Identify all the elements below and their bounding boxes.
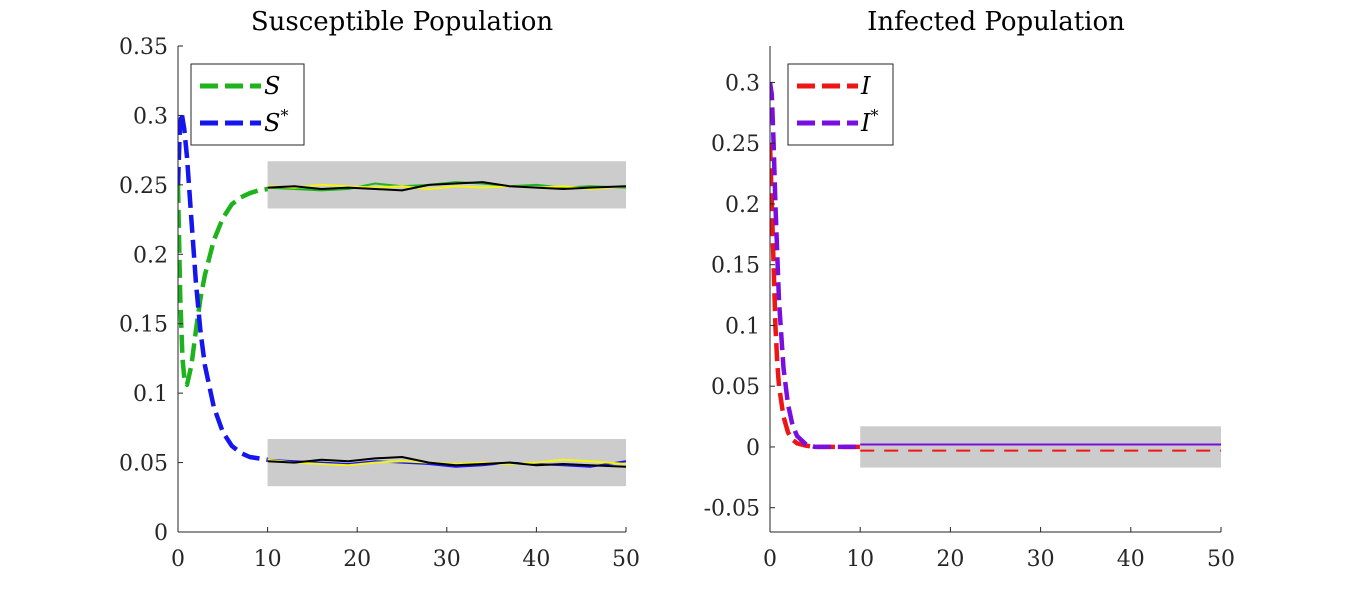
series-line bbox=[178, 184, 268, 388]
legend: SS* bbox=[190, 63, 305, 146]
series-line bbox=[267, 183, 626, 190]
y-tick-label: 0.3 bbox=[725, 71, 760, 96]
plot-area bbox=[178, 110, 626, 487]
y-tick-label: 0.15 bbox=[711, 254, 760, 279]
y-tick-label: 0.15 bbox=[119, 313, 168, 338]
series-line bbox=[178, 110, 268, 463]
x-tick-label: 30 bbox=[1027, 547, 1055, 572]
x-tick-label: 20 bbox=[343, 547, 371, 572]
series-line bbox=[770, 143, 861, 450]
plot-area bbox=[770, 82, 1221, 468]
x-tick-label: 0 bbox=[763, 547, 777, 572]
legend-label: I bbox=[860, 72, 871, 100]
y-tick-label: 0.1 bbox=[725, 314, 760, 339]
susceptible-chart: Susceptible Population 0 10 20 30 40 50 0 0.05 0… bbox=[119, 7, 640, 572]
y-tick-label: 0.05 bbox=[119, 452, 168, 477]
chart-title: Infected Population bbox=[867, 7, 1125, 37]
series-line bbox=[770, 82, 861, 450]
x-tick-label: 40 bbox=[522, 547, 550, 572]
y-tick-label: 0.2 bbox=[133, 243, 168, 268]
y-tick-label: -0.05 bbox=[704, 497, 760, 522]
x-tick-label: 50 bbox=[1207, 547, 1235, 572]
x-tick-label: 40 bbox=[1117, 547, 1145, 572]
y-tick-label: 0.25 bbox=[119, 174, 168, 199]
chart-title: Susceptible Population bbox=[251, 7, 554, 37]
x-tick-label: 0 bbox=[171, 547, 185, 572]
y-tick-label: 0 bbox=[154, 521, 168, 546]
y-tick-label: 0.35 bbox=[119, 35, 168, 60]
legend: II* bbox=[787, 63, 894, 146]
series-line bbox=[267, 456, 626, 468]
y-tick-label: 0.2 bbox=[725, 193, 760, 218]
x-tick-label: 20 bbox=[936, 547, 964, 572]
legend-box bbox=[190, 63, 305, 146]
x-tick-label: 30 bbox=[433, 547, 461, 572]
y-tick-label: 0.1 bbox=[133, 382, 168, 407]
legend-label: S bbox=[264, 72, 280, 100]
x-tick-label: 50 bbox=[612, 547, 640, 572]
infected-chart: Infected Population 0 10 20 30 40 50-0.0500.0… bbox=[704, 7, 1235, 572]
legend-box bbox=[787, 63, 894, 146]
x-tick-label: 10 bbox=[846, 547, 874, 572]
y-tick-label: 0.3 bbox=[133, 104, 168, 129]
y-tick-label: 0 bbox=[746, 436, 760, 461]
series-line bbox=[267, 181, 626, 192]
y-tick-label: 0.25 bbox=[711, 132, 760, 157]
y-tick-label: 0.05 bbox=[711, 375, 760, 400]
x-tick-label: 10 bbox=[254, 547, 282, 572]
confidence-band bbox=[860, 426, 1221, 468]
